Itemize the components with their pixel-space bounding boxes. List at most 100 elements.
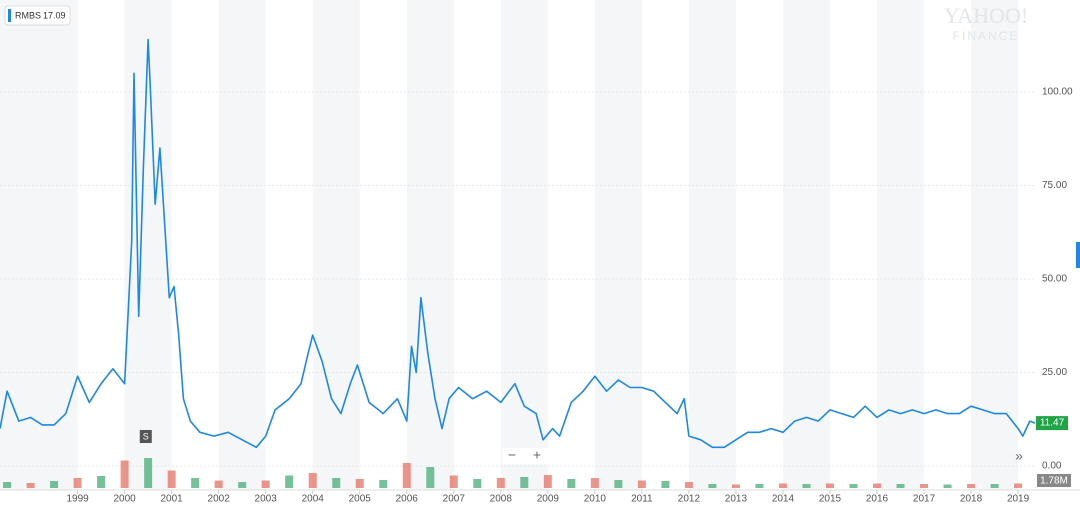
volume-bar bbox=[1014, 483, 1023, 488]
x-tick-label: 2010 bbox=[584, 494, 607, 505]
watermark: FINANCE bbox=[953, 29, 1020, 43]
year-stripe bbox=[218, 0, 266, 490]
y-tick-label: 75.00 bbox=[1042, 180, 1067, 191]
volume-bar bbox=[3, 482, 12, 488]
series-line bbox=[0, 38, 1036, 449]
volume-bar bbox=[332, 478, 341, 488]
volume-bar bbox=[520, 477, 529, 488]
volume-bar bbox=[967, 484, 976, 488]
split-marker-box[interactable] bbox=[139, 430, 152, 443]
volume-bar bbox=[661, 481, 670, 488]
volume-bar bbox=[285, 475, 294, 488]
last-price-label: 11.47 bbox=[1040, 418, 1065, 429]
x-tick-label: 2001 bbox=[161, 494, 184, 505]
volume bbox=[3, 458, 1023, 488]
zoom-in[interactable]: + bbox=[533, 447, 541, 463]
year-stripe bbox=[971, 0, 1019, 490]
volume-bar bbox=[144, 458, 153, 488]
x-tick-label: 2006 bbox=[396, 494, 419, 505]
volume-bar bbox=[590, 478, 599, 488]
volume-bar bbox=[567, 479, 576, 488]
x-tick-label: 2015 bbox=[819, 494, 842, 505]
year-stripe bbox=[0, 0, 78, 490]
volume-bar bbox=[402, 463, 411, 488]
year-stripe bbox=[876, 0, 925, 490]
volume-bar bbox=[496, 478, 505, 488]
volume-bar bbox=[261, 480, 270, 488]
x-tick-label: 2009 bbox=[537, 494, 560, 505]
year-stripe bbox=[406, 0, 454, 490]
zoom-out[interactable]: − bbox=[508, 447, 516, 463]
volume-bar bbox=[167, 470, 176, 488]
volume-bar bbox=[684, 482, 693, 488]
volume-bar bbox=[943, 484, 952, 488]
volume-bar bbox=[426, 467, 435, 488]
volume-bar bbox=[614, 480, 623, 488]
year-stripe bbox=[124, 0, 172, 490]
volume-bar bbox=[896, 484, 905, 488]
x-tick-label: 2019 bbox=[1007, 494, 1030, 505]
volume-bar bbox=[920, 484, 929, 488]
x-tick-label: 2008 bbox=[490, 494, 513, 505]
volume-bar bbox=[238, 482, 247, 488]
zoom-controls: − + » bbox=[502, 447, 1023, 464]
x-tick-label: 2003 bbox=[255, 494, 278, 505]
volume-bar bbox=[731, 484, 740, 488]
x-tick-label: 2018 bbox=[960, 494, 983, 505]
legend-value: 17.09 bbox=[43, 10, 66, 20]
volume-bar bbox=[355, 479, 364, 488]
x-tick-label: 2013 bbox=[725, 494, 748, 505]
volume-bar bbox=[849, 484, 858, 488]
zoom-box bbox=[502, 448, 548, 464]
price-line bbox=[0, 38, 1036, 449]
year-stripe bbox=[312, 0, 360, 490]
x-tick-label: 2007 bbox=[443, 494, 466, 505]
year-stripe bbox=[500, 0, 548, 490]
volume-bar bbox=[97, 476, 106, 488]
volume-bar bbox=[73, 478, 82, 488]
volume-bar bbox=[825, 483, 834, 488]
volume-bar bbox=[778, 483, 787, 488]
year-stripe bbox=[594, 0, 642, 490]
x-tick-label: 1999 bbox=[66, 494, 89, 505]
volume-label-box bbox=[1037, 474, 1071, 487]
y-tick-label: 50.00 bbox=[1042, 274, 1067, 285]
side-tab[interactable] bbox=[1076, 242, 1080, 268]
x-tick-label: 2017 bbox=[913, 494, 936, 505]
grid bbox=[0, 91, 1080, 494]
volume-bar bbox=[379, 480, 388, 488]
volume-bar bbox=[308, 473, 317, 488]
x-tick-label: 2014 bbox=[772, 494, 795, 505]
legend-swatch bbox=[8, 9, 11, 22]
volume-bar bbox=[990, 484, 999, 488]
y-tick-label: 0.00 bbox=[1042, 461, 1062, 472]
y-tick-label: 100.00 bbox=[1042, 87, 1073, 98]
split-marker-label: S bbox=[143, 431, 149, 441]
year-stripes bbox=[0, 0, 1019, 490]
scroll-right[interactable]: » bbox=[1015, 448, 1023, 464]
x-tick-label: 2011 bbox=[631, 494, 653, 505]
volume-bar bbox=[449, 475, 458, 488]
y-tick-label: 25.00 bbox=[1042, 367, 1067, 378]
x-tick-label: 2002 bbox=[208, 494, 231, 505]
volume-bar bbox=[50, 481, 59, 488]
volume-bar bbox=[637, 480, 646, 488]
volume-bar bbox=[708, 484, 717, 488]
volume-bar bbox=[543, 475, 552, 488]
volume-bar bbox=[755, 484, 764, 488]
year-stripe bbox=[782, 0, 830, 490]
x-tick-label: 2005 bbox=[349, 494, 372, 505]
volume-bar bbox=[872, 483, 881, 488]
x-tick-label: 2016 bbox=[866, 494, 889, 505]
legend: RMBS 17.09 bbox=[4, 5, 71, 26]
x-tick-label: 2012 bbox=[678, 494, 701, 505]
volume-bar bbox=[214, 480, 223, 488]
volume-label: 1.78M bbox=[1040, 476, 1068, 487]
volume-bar bbox=[473, 479, 482, 488]
volume-bar bbox=[802, 484, 811, 488]
volume-bar bbox=[26, 483, 35, 488]
volume-bar bbox=[191, 478, 200, 488]
year-stripe bbox=[688, 0, 736, 490]
legend-name: RMBS bbox=[15, 10, 41, 20]
